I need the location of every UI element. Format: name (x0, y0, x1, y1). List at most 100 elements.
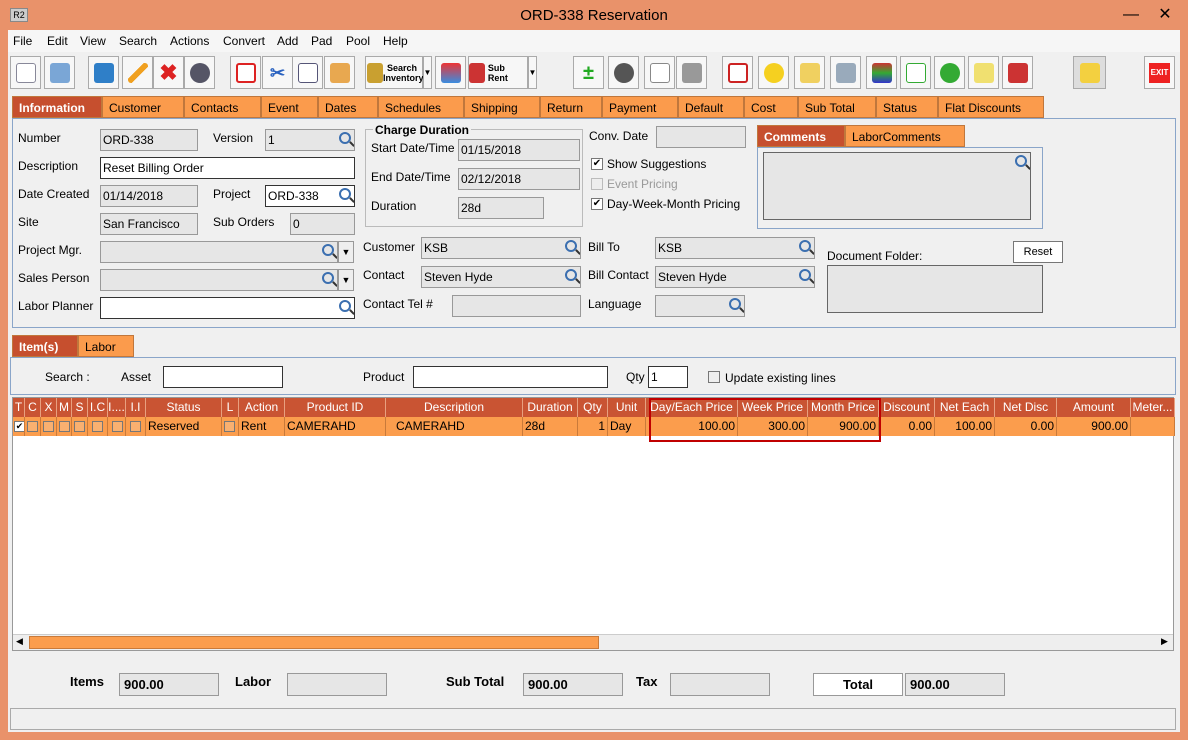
language-field[interactable] (655, 295, 745, 317)
col-day-price[interactable]: Day/Each Price (646, 398, 738, 417)
col-month-price[interactable]: Month Price (808, 398, 879, 417)
cut-button[interactable]: ✂ (262, 56, 293, 89)
c-checkbox[interactable] (27, 421, 38, 433)
comments-field[interactable] (763, 152, 1031, 220)
search-icon[interactable] (565, 269, 577, 281)
search-inventory-button[interactable]: Search Inventory (365, 56, 424, 89)
col-amount[interactable]: Amount (1057, 398, 1131, 417)
cell-duration[interactable]: 28d (523, 417, 578, 436)
version-field[interactable]: 1 (265, 129, 355, 151)
scroll-left-icon[interactable]: ◀ (16, 636, 23, 646)
col-net-disc[interactable]: Net Disc (995, 398, 1057, 417)
tab-status[interactable]: Status (876, 96, 938, 118)
tab-flat-discounts[interactable]: Flat Discounts (938, 96, 1044, 118)
search-icon[interactable] (1015, 155, 1027, 167)
lightning-button[interactable] (1073, 56, 1106, 89)
l-checkbox[interactable] (224, 421, 235, 433)
cell-day-price[interactable]: 100.00 (646, 417, 738, 436)
tab-sub-total[interactable]: Sub Total (798, 96, 876, 118)
cell-net-each[interactable]: 100.00 (935, 417, 995, 436)
col-unit[interactable]: Unit (608, 398, 646, 417)
col-c[interactable]: C (25, 398, 41, 417)
m-checkbox[interactable] (59, 421, 70, 433)
search-icon[interactable] (799, 269, 811, 281)
stack-button[interactable] (866, 56, 897, 89)
menu-view[interactable]: View (80, 34, 106, 48)
cell-month-price[interactable]: 900.00 (808, 417, 879, 436)
col-action[interactable]: Action (239, 398, 285, 417)
search-icon[interactable] (339, 300, 351, 312)
description-field[interactable]: Reset Billing Order (100, 157, 355, 179)
save-button[interactable] (88, 56, 119, 89)
update-existing-checkbox[interactable] (708, 371, 720, 383)
delete-button[interactable]: ✖ (153, 56, 184, 89)
menu-pool[interactable]: Pool (346, 34, 371, 48)
print-button[interactable] (44, 56, 75, 89)
notes-button[interactable] (644, 56, 675, 89)
search-icon[interactable] (729, 298, 741, 310)
tab-items[interactable]: Item(s) (12, 335, 78, 357)
search-icon[interactable] (322, 272, 334, 284)
copy-to-button[interactable] (230, 56, 261, 89)
cell-net-disc[interactable]: 0.00 (995, 417, 1057, 436)
horizontal-scrollbar[interactable]: ◀ ▶ (13, 634, 1173, 650)
currency-button[interactable] (934, 56, 965, 89)
bill-contact-field[interactable]: Steven Hyde (655, 266, 815, 288)
col-qty[interactable]: Qty (578, 398, 608, 417)
col-x[interactable]: X (41, 398, 57, 417)
col-l[interactable]: L (222, 398, 239, 417)
col-meter[interactable]: Meter... (1131, 398, 1175, 417)
tab-information[interactable]: Information (12, 96, 102, 118)
search-icon[interactable] (799, 240, 811, 252)
schedule-button[interactable] (794, 56, 825, 89)
scrollbar-thumb[interactable] (29, 636, 599, 649)
eraser-button[interactable] (830, 56, 861, 89)
project-mgr-field[interactable] (100, 241, 338, 263)
contact-tel-field[interactable] (452, 295, 581, 317)
start-date-field[interactable]: 01/15/2018 (458, 139, 580, 161)
shapes-button[interactable] (435, 56, 466, 89)
tab-default[interactable]: Default (678, 96, 744, 118)
reset-button[interactable]: Reset (1013, 241, 1063, 263)
i-dots-checkbox[interactable] (112, 421, 123, 433)
paste-button[interactable] (324, 56, 355, 89)
menu-edit[interactable]: Edit (47, 34, 68, 48)
form-button[interactable] (900, 56, 931, 89)
search-icon[interactable] (339, 188, 351, 200)
event-pricing-checkbox[interactable] (591, 178, 603, 190)
search-icon[interactable] (322, 244, 334, 256)
ic-checkbox[interactable] (92, 421, 103, 433)
col-duration[interactable]: Duration (523, 398, 578, 417)
menu-search[interactable]: Search (119, 34, 158, 48)
col-t[interactable]: T (13, 398, 25, 417)
truck-button[interactable] (1002, 56, 1033, 89)
col-m[interactable]: M (57, 398, 72, 417)
end-date-field[interactable]: 02/12/2018 (458, 168, 580, 190)
tab-event[interactable]: Event (261, 96, 318, 118)
search-icon[interactable] (339, 132, 351, 144)
col-ic[interactable]: I.C (88, 398, 108, 417)
menu-convert[interactable]: Convert (223, 34, 266, 48)
tab-return[interactable]: Return (540, 96, 602, 118)
col-net-each[interactable]: Net Each (935, 398, 995, 417)
cell-amount[interactable]: 900.00 (1057, 417, 1131, 436)
copy-button[interactable] (292, 56, 323, 89)
tab-shipping[interactable]: Shipping (464, 96, 540, 118)
balls-button[interactable] (608, 56, 639, 89)
tab-customer[interactable]: Customer (102, 96, 184, 118)
find-button[interactable] (184, 56, 215, 89)
hierarchy-button[interactable] (722, 56, 753, 89)
col-discount[interactable]: Discount (879, 398, 935, 417)
smiley-button[interactable] (758, 56, 789, 89)
col-description[interactable]: Description (386, 398, 523, 417)
menu-actions[interactable]: Actions (170, 34, 210, 48)
tab-contacts[interactable]: Contacts (184, 96, 261, 118)
qty-input[interactable]: 1 (648, 366, 688, 388)
minimize-button[interactable]: — (1123, 6, 1139, 23)
tab-schedules[interactable]: Schedules (378, 96, 464, 118)
customer-field[interactable]: KSB (421, 237, 581, 259)
tab-cost[interactable]: Cost (744, 96, 798, 118)
t-checkbox[interactable]: ✔ (14, 421, 24, 433)
tab-labor-comments[interactable]: LaborComments (845, 125, 965, 147)
menu-add[interactable]: Add (277, 34, 299, 48)
